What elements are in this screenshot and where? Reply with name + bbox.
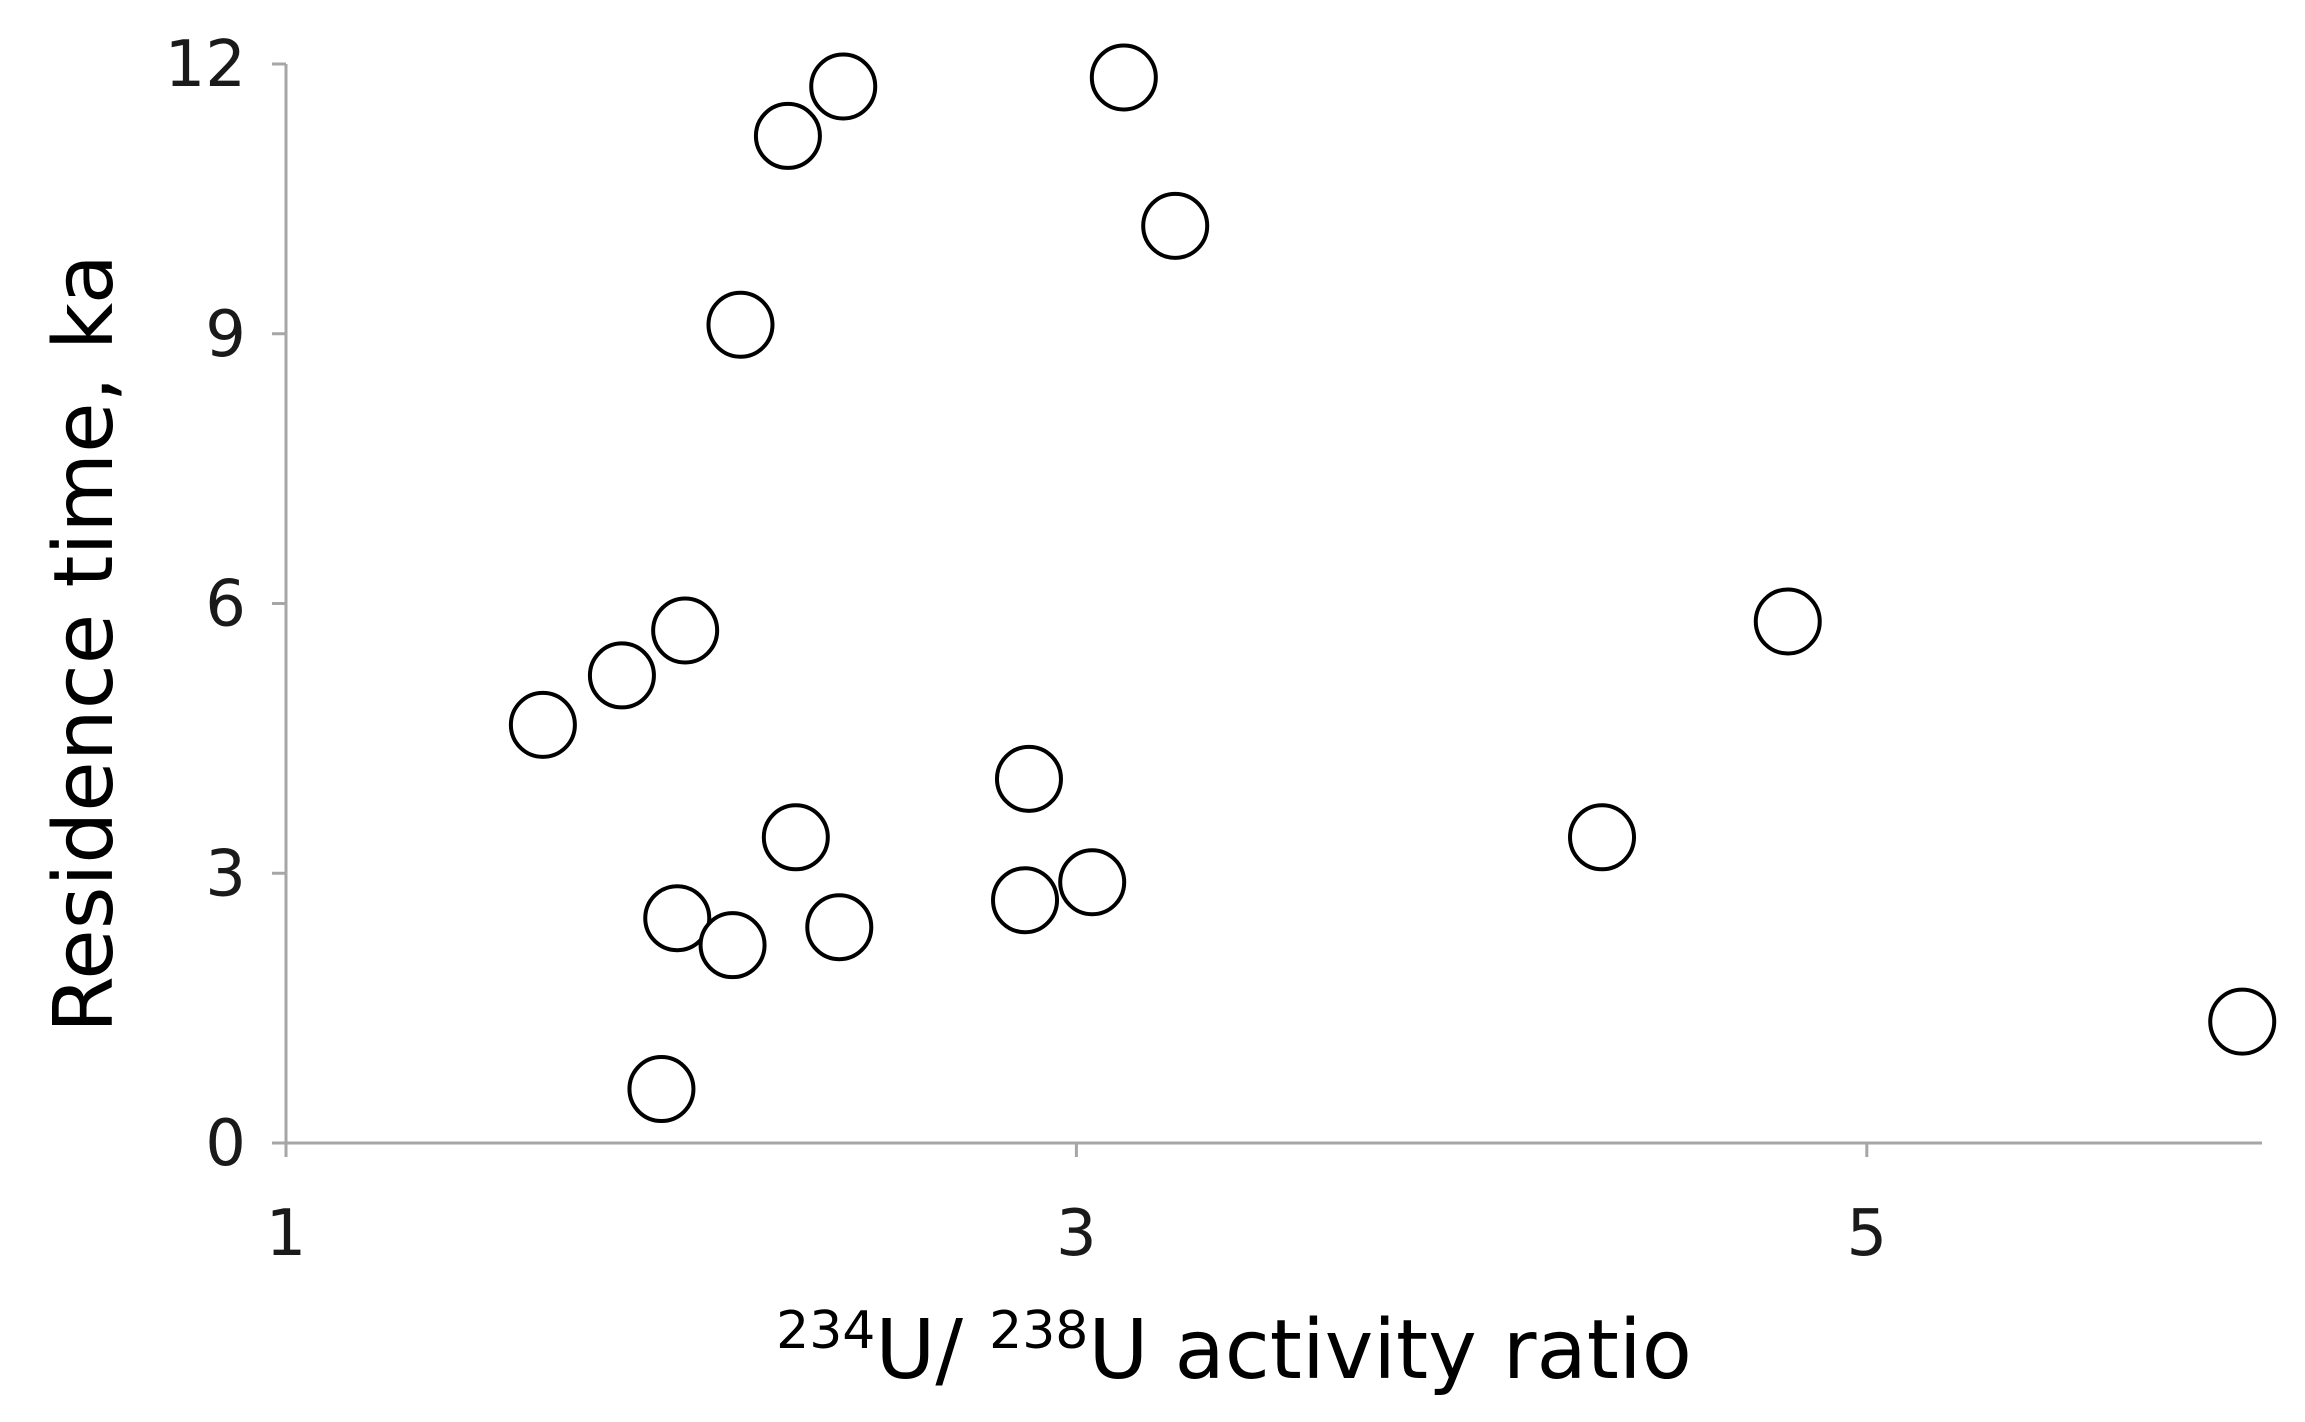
data-point <box>1568 803 1637 872</box>
data-point <box>706 290 775 359</box>
data-point <box>698 911 767 980</box>
data-point <box>994 744 1063 813</box>
data-point <box>2208 987 2277 1056</box>
y-axis-title: Residence time, ka <box>37 254 132 1033</box>
tick-labels: 0 3 6 9 12 1 3 5 <box>165 28 1888 1271</box>
x-tick-label: 3 <box>1056 1197 1097 1271</box>
data-point <box>805 893 874 962</box>
x-tick-label: 1 <box>266 1197 307 1271</box>
data-point <box>508 690 577 759</box>
y-tick-label: 0 <box>205 1107 246 1181</box>
data-point <box>587 641 656 710</box>
axis-titles: 234U/ 238U activity ratio Residence time,… <box>37 254 1692 1398</box>
data-point <box>809 52 878 121</box>
data-point <box>627 1055 696 1124</box>
data-point <box>1753 587 1822 656</box>
y-tick-label: 9 <box>205 298 246 372</box>
y-tick-label: 6 <box>205 568 246 642</box>
axes <box>272 62 2262 1157</box>
data-point <box>643 884 712 953</box>
data-point <box>651 596 720 665</box>
x-axis-title: 234U/ 238U activity ratio <box>776 1301 1692 1398</box>
data-point <box>991 866 1060 935</box>
x-tick-label: 5 <box>1846 1197 1887 1271</box>
data-point <box>1058 848 1127 917</box>
data-point <box>753 101 822 170</box>
y-tick-label: 3 <box>205 837 246 911</box>
y-tick-label: 12 <box>165 28 246 102</box>
data-point <box>761 803 830 872</box>
data-points <box>508 43 2277 1124</box>
data-point <box>1089 43 1158 112</box>
data-point <box>1141 191 1210 260</box>
